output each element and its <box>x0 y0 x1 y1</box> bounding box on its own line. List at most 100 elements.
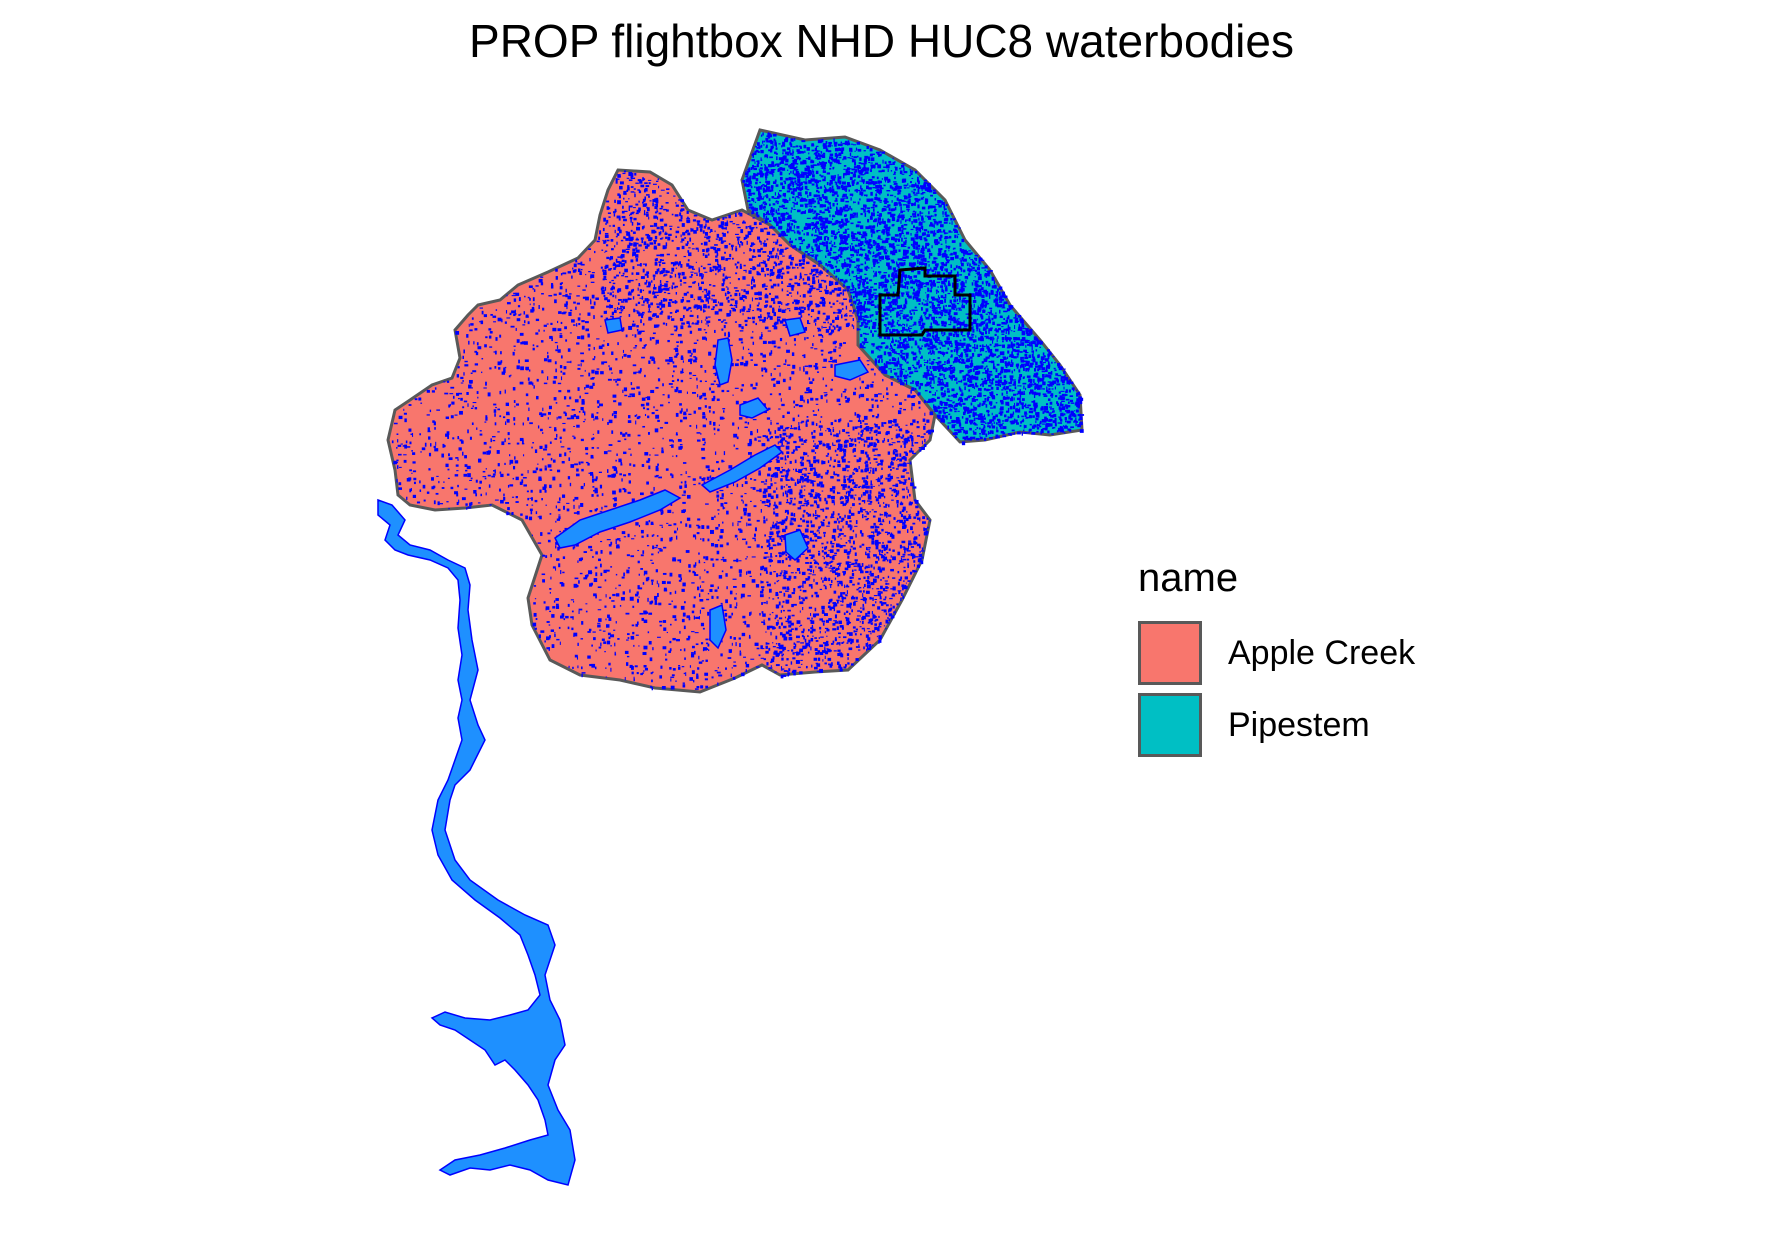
waterbody-speck <box>760 352 763 356</box>
waterbody-speck <box>687 216 689 219</box>
waterbody-speck <box>737 426 739 430</box>
waterbody-speck <box>628 291 631 295</box>
waterbody-speck <box>666 631 668 634</box>
waterbody-speck <box>649 356 654 359</box>
waterbody-speck <box>672 370 675 373</box>
waterbody-speck <box>804 365 809 367</box>
waterbody-speck <box>773 383 776 387</box>
waterbody-speck <box>600 315 603 318</box>
waterbody-speck <box>889 533 894 537</box>
waterbody-speck <box>662 620 667 623</box>
waterbody-speck <box>911 444 914 447</box>
waterbody-speck <box>580 406 584 411</box>
waterbody-speck <box>684 237 687 239</box>
waterbody-speck <box>833 326 836 330</box>
waterbody-speck <box>627 433 631 437</box>
waterbody-speck <box>639 338 642 342</box>
waterbody-speck <box>594 508 597 512</box>
waterbody-speck <box>766 662 769 666</box>
waterbody-speck <box>601 361 605 365</box>
waterbody-speck <box>613 400 617 403</box>
waterbody-speck <box>660 270 665 274</box>
waterbody-speck <box>801 630 805 634</box>
waterbody-speck <box>592 555 594 558</box>
waterbody-speck <box>815 640 819 642</box>
waterbody-speck <box>670 386 674 388</box>
waterbody-speck <box>531 534 533 536</box>
waterbody-speck <box>638 200 640 203</box>
waterbody-speck <box>822 620 826 623</box>
waterbody-speck <box>567 447 571 450</box>
waterbody-speck <box>806 419 809 422</box>
waterbody-speck <box>579 395 581 399</box>
waterbody-speck <box>780 669 783 671</box>
waterbody-speck <box>813 268 816 271</box>
waterbody-speck <box>651 280 653 283</box>
waterbody-speck <box>743 299 745 302</box>
waterbody-speck <box>704 271 708 273</box>
waterbody-speck <box>540 428 543 432</box>
waterbody-speck <box>620 239 624 242</box>
waterbody-speck <box>848 561 852 563</box>
waterbody-speck <box>678 576 681 578</box>
waterbody-speck <box>613 379 617 381</box>
waterbody-speck <box>817 650 821 653</box>
waterbody-speck <box>833 348 837 353</box>
waterbody-speck <box>840 496 843 500</box>
waterbody-speck <box>789 376 792 381</box>
waterbody-speck <box>499 415 502 418</box>
waterbody-speck <box>854 559 858 562</box>
waterbody-speck <box>640 237 644 240</box>
waterbody-speck <box>853 391 856 396</box>
waterbody-speck <box>618 298 622 301</box>
waterbody-speck <box>636 416 640 420</box>
waterbody-speck <box>745 416 749 419</box>
waterbody-speck <box>485 336 488 339</box>
waterbody-speck <box>671 267 675 272</box>
waterbody-speck <box>812 574 816 576</box>
waterbody-speck <box>634 172 637 176</box>
waterbody-speck <box>869 570 872 574</box>
waterbody-speck <box>644 282 647 285</box>
waterbody-speck <box>870 368 874 371</box>
waterbody-speck <box>671 276 673 278</box>
waterbody-speck <box>768 597 771 599</box>
waterbody-speck <box>863 480 867 483</box>
waterbody-speck <box>612 497 617 500</box>
waterbody-speck <box>877 575 880 579</box>
waterbody-speck <box>907 545 909 550</box>
waterbody-speck <box>837 491 839 495</box>
waterbody-speck <box>821 460 826 465</box>
waterbody-speck <box>795 449 798 451</box>
waterbody-speck <box>820 636 824 638</box>
waterbody-speck <box>861 380 864 384</box>
waterbody-speck <box>883 515 888 517</box>
waterbody-speck <box>837 439 841 442</box>
waterbody-speck <box>659 509 664 512</box>
waterbody-speck <box>858 414 861 418</box>
waterbody-speck <box>741 294 746 299</box>
waterbody-speck <box>842 455 845 459</box>
waterbody-speck <box>723 325 726 329</box>
waterbody-speck <box>565 615 569 619</box>
waterbody-speck <box>550 629 555 632</box>
waterbody-speck <box>555 402 558 404</box>
waterbody-speck <box>650 521 654 525</box>
waterbody-speck <box>556 433 558 438</box>
waterbody-speck <box>777 619 779 622</box>
waterbody-speck <box>736 261 740 264</box>
waterbody-speck <box>649 237 653 240</box>
waterbody-speck <box>812 635 814 637</box>
waterbody-speck <box>874 393 878 398</box>
waterbody-speck <box>734 597 737 600</box>
waterbody-speck <box>649 337 652 341</box>
waterbody-speck <box>801 504 805 507</box>
waterbody-speck <box>622 249 626 253</box>
waterbody-speck <box>593 593 597 597</box>
waterbody-speck <box>654 211 658 214</box>
waterbody-speck <box>745 269 747 273</box>
waterbody-speck <box>690 360 692 365</box>
waterbody-speck <box>784 511 787 513</box>
waterbody-speck <box>623 387 628 392</box>
waterbody-speck <box>756 264 761 267</box>
